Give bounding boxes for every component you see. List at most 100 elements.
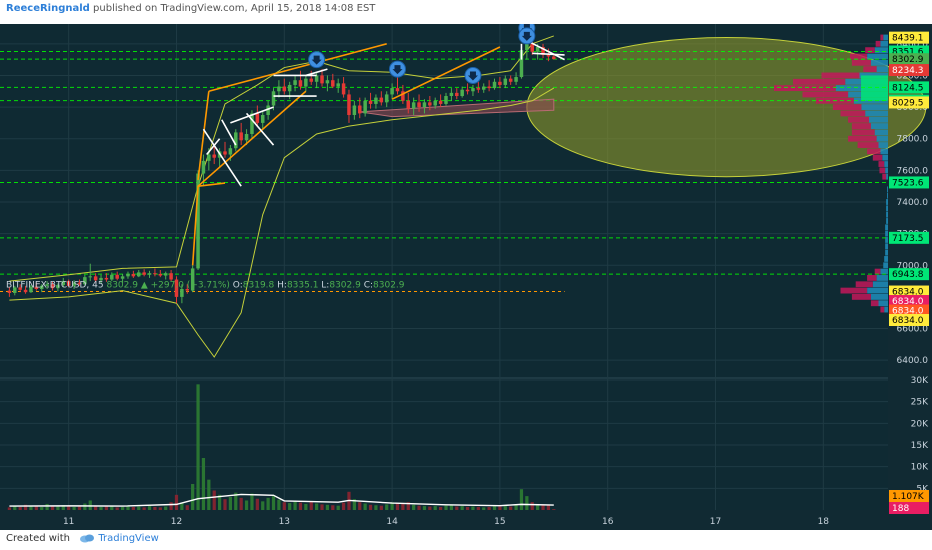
candle [395, 77, 400, 95]
chart-svg[interactable]: 6400.06600.07000.07200.07400.07600.07800… [0, 19, 932, 530]
volume-bar [465, 506, 470, 510]
badge-label: 8439.1 [892, 34, 924, 44]
volume-bar [212, 490, 216, 510]
candle-body [368, 100, 373, 104]
volume-badge: 1.107K [889, 490, 929, 502]
candle [541, 43, 545, 59]
volume-ma-line [9, 493, 554, 507]
candle-body [163, 273, 168, 276]
badge-background [889, 314, 929, 327]
candle [282, 78, 287, 95]
candle-body [282, 86, 287, 92]
candle-body [298, 80, 303, 87]
volume-bar [61, 505, 65, 510]
volume-bar [45, 503, 49, 510]
candle-body [110, 274, 114, 280]
candle [508, 75, 513, 85]
volume-bar [40, 506, 44, 510]
candle-body [104, 277, 109, 280]
candle [137, 270, 141, 278]
candle [358, 97, 362, 119]
volume-bar [552, 509, 556, 510]
volume-tick-label: 10K [911, 463, 929, 473]
volume-bar [358, 502, 362, 510]
candle-body [115, 274, 119, 279]
volume-bar [234, 492, 238, 510]
arrow-marker-glyph [311, 55, 322, 65]
volume-bar [519, 489, 524, 510]
candle [142, 269, 146, 277]
candle-body [314, 75, 319, 82]
candle [185, 284, 190, 294]
candle-body [492, 81, 497, 89]
candle-body [13, 287, 17, 293]
volume-bar [7, 507, 12, 510]
volume-bar [546, 505, 551, 510]
volume-bar [104, 506, 109, 510]
candle [492, 78, 497, 90]
volume-bar [223, 499, 227, 510]
candle [7, 287, 12, 297]
x-tick-label: 15 [494, 517, 505, 527]
volume-bar [169, 502, 173, 510]
volume-bar [115, 507, 119, 510]
volume-bar [191, 484, 195, 510]
volume-profile-buy-bar [861, 104, 888, 111]
arrow-down-icon [464, 66, 482, 84]
candle [476, 81, 481, 93]
candle-body [374, 97, 378, 104]
candle-body [126, 273, 130, 277]
pattern-line [526, 39, 565, 61]
volume-profile-buy-bar [883, 34, 888, 41]
candle-body [23, 289, 28, 293]
tradingview-brand[interactable]: TradingView [98, 533, 159, 544]
candle-body [196, 173, 200, 269]
volume-profile-buy-bar [870, 59, 888, 66]
candle [255, 105, 260, 127]
candle-body [66, 281, 71, 286]
candle [379, 91, 384, 106]
volume-profile-buy-bar [884, 306, 888, 313]
author-name[interactable]: ReeceRingnald [6, 3, 90, 14]
candle [223, 141, 227, 158]
candle-body [260, 115, 265, 123]
volume-profile-sell-bar [774, 85, 836, 92]
arrow-marker-glyph [467, 71, 478, 81]
candle-body [438, 100, 443, 104]
pattern-line [245, 112, 275, 146]
price-tick-label: 8200.0 [897, 71, 929, 81]
price-badge: 6834.0 [889, 304, 929, 317]
candle-body [255, 113, 260, 123]
candle-body [320, 75, 324, 84]
candle-body [406, 100, 411, 109]
x-tick-label: 17 [710, 517, 721, 527]
ohlc-legend: BITFINEX:BTCUSD, 45 8302.9 ▲ +297.0 (+3.… [6, 281, 405, 291]
volume-profile-sell-bar [857, 142, 879, 148]
badge-background [889, 81, 929, 94]
volume-bar [282, 502, 286, 510]
candle-body [277, 86, 281, 92]
chart-area[interactable]: 6400.06600.07000.07200.07400.07600.07800… [0, 19, 932, 530]
candle-body [190, 268, 195, 291]
volume-profile-buy-bar [884, 256, 888, 262]
volume-profile-buy-bar [870, 293, 888, 300]
volume-profile-sell-bar [840, 110, 866, 117]
volume-profile-buy-bar [885, 230, 888, 237]
volume-profile-buy-bar [874, 47, 888, 54]
price-tick-label: 7400.0 [897, 198, 929, 208]
value-area-highlight [861, 75, 888, 101]
candle [336, 78, 340, 93]
candle-body [514, 77, 518, 82]
volume-profile-sell-bar [875, 40, 881, 47]
x-tick-label: 11 [63, 517, 74, 527]
published-text: published on TradingView.com, April 15, … [93, 3, 376, 14]
author-line: ReeceRingnald published on TradingView.c… [6, 3, 375, 14]
volume-bar [228, 497, 233, 510]
volume-profile-sell-bar [880, 34, 884, 41]
candle-body [61, 281, 66, 286]
candle [341, 77, 346, 98]
candle-body [390, 88, 394, 95]
volume-profile-sell-bar [863, 66, 877, 73]
candle [293, 75, 297, 92]
badge-label: 6834.0 [892, 288, 924, 298]
